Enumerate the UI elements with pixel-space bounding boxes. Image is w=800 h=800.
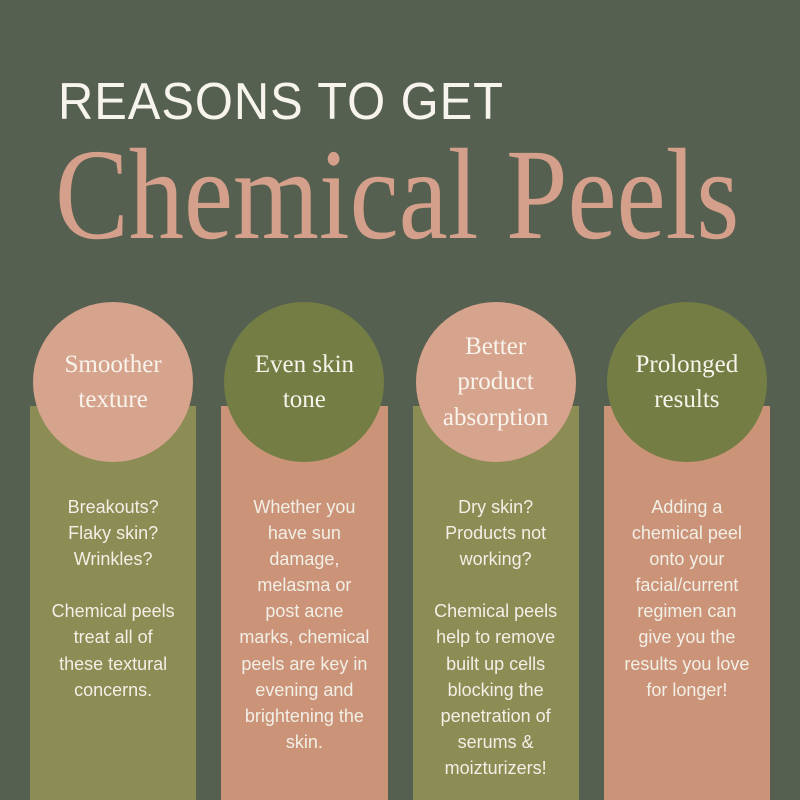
circle-label-prolonged-results: Prolonged results [635, 350, 739, 414]
column-better-product-absorption: Better product absorption Dry skin? Prod… [412, 302, 579, 800]
circle-prolonged-results: Prolonged results [606, 302, 767, 462]
column-prolonged-results: Prolonged results Adding a chemical peel… [603, 302, 770, 800]
column-smoother-texture: Smoother texture Breakouts? Flaky skin? … [30, 302, 197, 800]
circle-label-better-product-absorption: Better product absorption [442, 332, 549, 431]
column-even-skin-tone: Even skin tone Whether you have sun dama… [221, 302, 388, 800]
reasons-columns: Smoother texture Breakouts? Flaky skin? … [30, 302, 770, 800]
eyebrow-title: REASONS TO GET [58, 73, 504, 131]
circle-even-skin-tone: Even skin tone [224, 302, 385, 462]
body-prolonged-results: Adding a chemical peel onto your facial/… [624, 497, 750, 700]
circle-label-smoother-texture: Smoother texture [64, 350, 162, 414]
page-title: Chemical Peels [55, 123, 740, 267]
body-even-skin-tone: Whether you have sun damage, melasma or … [239, 497, 370, 752]
body-better-product-absorption: Dry skin? Products not working? Chemical… [434, 497, 558, 778]
body-smoother-texture: Breakouts? Flaky skin? Wrinkles? Chemica… [51, 497, 175, 700]
circle-smoother-texture: Smoother texture [33, 302, 194, 462]
circle-better-product-absorption: Better product absorption [415, 302, 576, 462]
circle-label-even-skin-tone: Even skin tone [254, 350, 355, 414]
